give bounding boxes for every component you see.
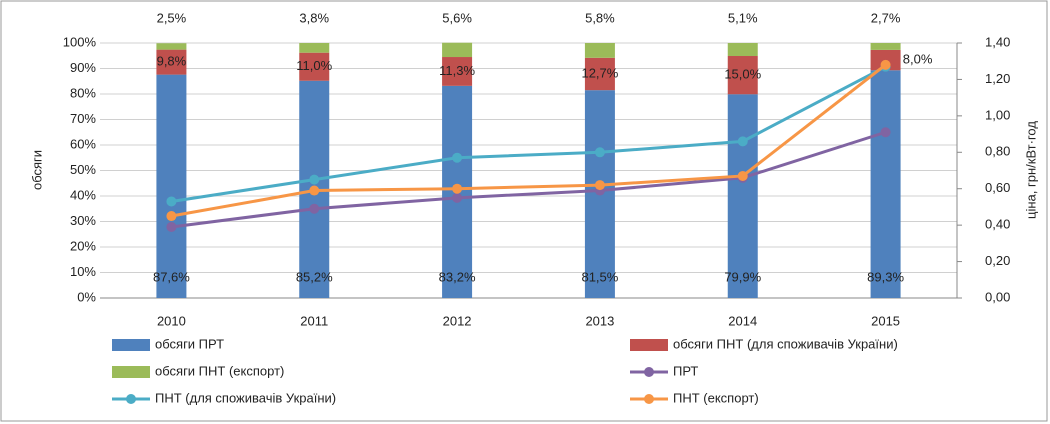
- bar-segment: [584, 57, 615, 91]
- data-label: 8,0%: [903, 52, 933, 67]
- data-label: 89,3%: [867, 269, 904, 284]
- bar-segment: [442, 42, 473, 58]
- y-tick-label: 100%: [63, 34, 97, 49]
- data-label: 83,2%: [439, 269, 476, 284]
- legend-swatch: [112, 339, 150, 351]
- y2-tick-label: 1,00: [985, 107, 1010, 122]
- y-tick-label: 0%: [77, 289, 96, 304]
- data-label: 2,7%: [871, 10, 901, 25]
- x-tick-label: 2011: [300, 313, 328, 328]
- y2-tick-label: 0,80: [985, 144, 1010, 159]
- y2-axis-title: ціна, грн/кВт·год: [1023, 121, 1038, 219]
- y-tick-label: 40%: [70, 187, 96, 202]
- data-label: 5,6%: [442, 10, 472, 25]
- line: [171, 130, 887, 229]
- marker: [594, 147, 605, 158]
- y2-tick-label: 1,20: [985, 71, 1010, 86]
- x-tick-label: 2015: [871, 313, 900, 328]
- data-label: 11,0%: [296, 58, 332, 73]
- bar-segment: [870, 70, 901, 298]
- data-label: 79,9%: [724, 269, 761, 284]
- data-label: 3,8%: [299, 10, 329, 25]
- y2-tick-label: 0,40: [985, 217, 1010, 232]
- y-axis-title: обсяги: [29, 150, 44, 190]
- marker: [166, 196, 177, 207]
- marker: [880, 127, 891, 138]
- legend-label: обсяги ПНТ (для споживачів України): [673, 336, 898, 351]
- y-tick-label: 90%: [70, 60, 96, 75]
- data-label: 5,1%: [728, 10, 758, 25]
- y2-tick-label: 0,00: [985, 289, 1010, 304]
- marker: [737, 170, 748, 181]
- legend-swatch: [112, 366, 150, 378]
- legend-swatch: [630, 339, 668, 351]
- data-label: 11,3%: [439, 63, 475, 78]
- line: [171, 63, 887, 218]
- data-label: 2,5%: [157, 10, 187, 25]
- y-tick-label: 30%: [70, 213, 96, 228]
- marker: [452, 183, 463, 194]
- data-label: 85,2%: [296, 269, 333, 284]
- bar-segment: [727, 43, 758, 57]
- x-tick-label: 2012: [443, 313, 472, 328]
- legend-label: обсяги ПРТ: [155, 336, 224, 351]
- legend-marker: [644, 394, 654, 404]
- legend-label: обсяги ПНТ (експорт): [155, 363, 284, 378]
- x-tick-label: 2013: [585, 313, 614, 328]
- marker: [452, 152, 463, 163]
- legend-label: ПРТ: [673, 363, 698, 378]
- bar-segment: [156, 49, 187, 75]
- bar-segment: [727, 56, 758, 95]
- marker: [452, 192, 463, 203]
- x-tick-label: 2010: [157, 313, 186, 328]
- legend-label: ПНТ (експорт): [673, 390, 759, 405]
- y-tick-label: 10%: [70, 264, 96, 279]
- legend-label: ПНТ (для споживачів України): [155, 390, 336, 405]
- legend-marker: [126, 394, 136, 404]
- marker: [309, 203, 320, 214]
- marker: [166, 221, 177, 232]
- data-label: 15,0%: [724, 67, 761, 82]
- bar-segment: [584, 43, 615, 58]
- y2-tick-label: 1,40: [985, 34, 1010, 49]
- data-label: 81,5%: [581, 269, 618, 284]
- marker: [737, 136, 748, 147]
- bar-segment: [156, 43, 187, 50]
- y-tick-label: 60%: [70, 136, 96, 151]
- marker: [309, 174, 320, 185]
- data-label: 12,7%: [581, 65, 618, 80]
- marker: [166, 211, 177, 222]
- bar-segment: [442, 57, 473, 86]
- y-tick-label: 20%: [70, 238, 96, 253]
- bar-segment: [299, 52, 330, 81]
- bar-segment: [156, 74, 187, 299]
- y-tick-label: 70%: [70, 111, 96, 126]
- data-label: 5,8%: [585, 10, 615, 25]
- y-tick-label: 50%: [70, 162, 96, 177]
- bar-segment: [870, 43, 901, 50]
- marker: [880, 59, 891, 70]
- y-tick-label: 80%: [70, 85, 96, 100]
- marker: [309, 185, 320, 196]
- bar-segment: [299, 43, 330, 53]
- x-tick-label: 2014: [728, 313, 757, 328]
- legend-marker: [644, 367, 654, 377]
- data-label: 87,6%: [153, 269, 190, 284]
- y2-tick-label: 0,60: [985, 180, 1010, 195]
- marker: [594, 180, 605, 191]
- data-label: 9,8%: [157, 54, 187, 69]
- line: [171, 65, 887, 203]
- bar-segment: [727, 94, 758, 298]
- y2-tick-label: 0,20: [985, 253, 1010, 268]
